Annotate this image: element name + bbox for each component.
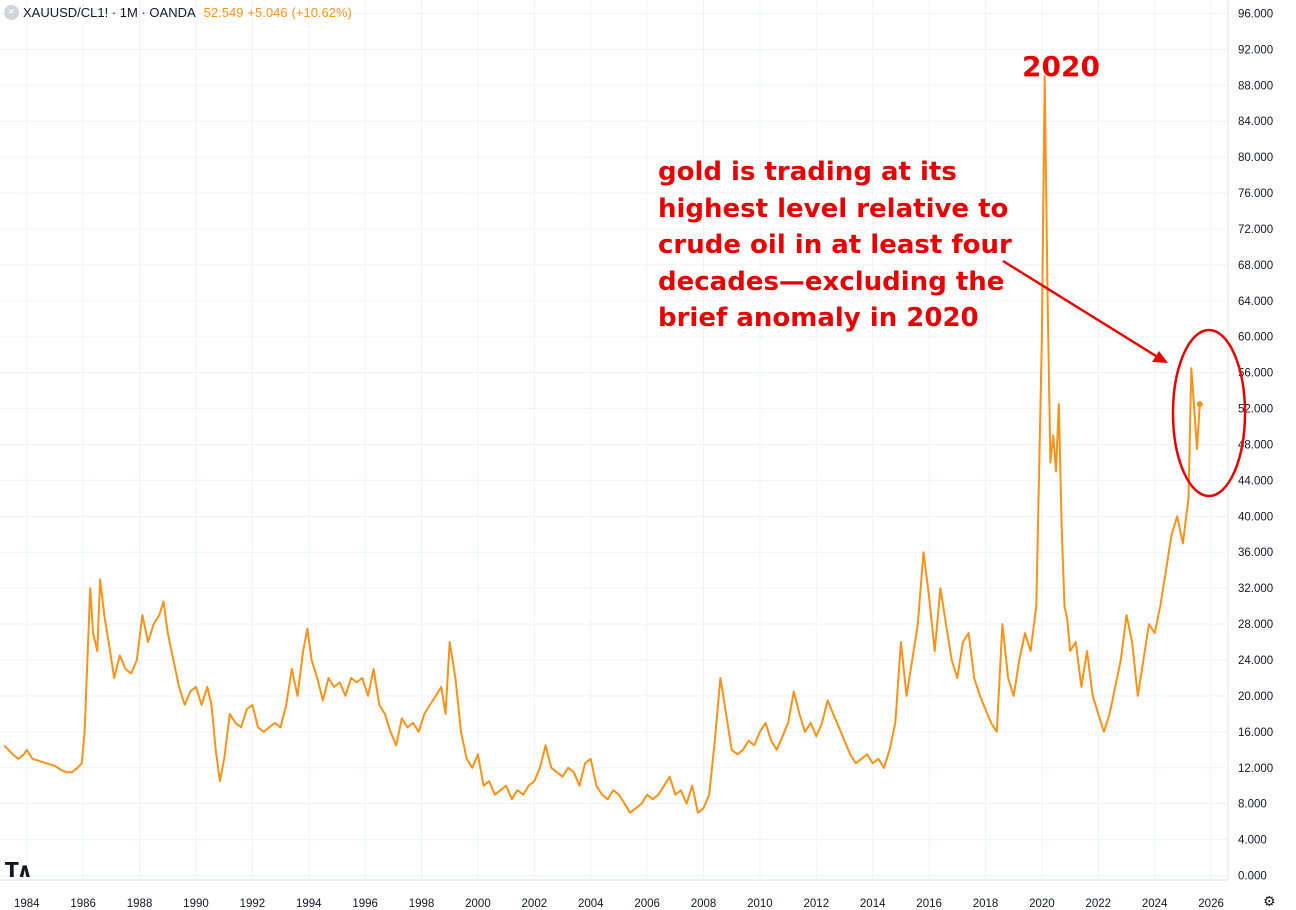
y-tick-label: 0.000 (1238, 871, 1267, 883)
y-tick-label: 84.000 (1238, 116, 1273, 128)
change-value: +5.046 (247, 4, 288, 20)
x-tick-label: 2000 (465, 898, 491, 910)
x-axis[interactable]: 1984 1986 1988 1990 1992 1994 1996 1998 2000 2002… (14, 898, 1224, 910)
x-tick-label: 2016 (916, 898, 942, 910)
x-tick-label: 2026 (1198, 898, 1224, 910)
y-tick-label: 60.000 (1238, 332, 1273, 344)
y-tick-label: 56.000 (1238, 368, 1273, 380)
y-tick-label: 52.000 (1238, 404, 1273, 416)
x-tick-label: 2020 (1029, 898, 1055, 910)
close-icon[interactable]: × (4, 4, 19, 20)
tradingview-logo[interactable]: T∧ (5, 858, 33, 882)
y-tick-label: 40.000 (1238, 511, 1273, 523)
y-tick-label: 36.000 (1238, 547, 1273, 559)
y-tick-label: 32.000 (1238, 583, 1273, 595)
series-layer (3, 75, 1203, 814)
annotation-peak-label: 2020 (1022, 50, 1100, 83)
x-tick-label: 1992 (240, 898, 266, 910)
annotation-arrow-line (1002, 259, 1157, 358)
gear-icon[interactable]: ⚙ (1263, 893, 1276, 909)
x-tick-label: 2002 (522, 898, 548, 910)
symbol-label[interactable]: XAUUSD/CL1! · 1M · OANDA (23, 4, 196, 20)
x-tick-label: 2022 (1085, 898, 1111, 910)
y-tick-label: 76.000 (1238, 188, 1273, 200)
y-tick-label: 92.000 (1238, 44, 1273, 56)
y-tick-label: 44.000 (1238, 475, 1273, 487)
x-tick-label: 2012 (804, 898, 830, 910)
y-tick-label: 8.000 (1238, 799, 1267, 811)
x-tick-label: 2024 (1142, 898, 1168, 910)
last-value: 52.549 (203, 4, 244, 20)
x-tick-label: 1990 (183, 898, 209, 910)
annotation-overlay (1002, 259, 1247, 498)
y-tick-label: 48.000 (1238, 439, 1273, 451)
x-tick-label: 1994 (296, 898, 322, 910)
x-tick-label: 2018 (973, 898, 999, 910)
y-tick-label: 80.000 (1238, 152, 1273, 164)
y-tick-label: 16.000 (1238, 727, 1273, 739)
x-tick-label: 1988 (127, 898, 153, 910)
annotation-circle (1171, 328, 1247, 498)
y-tick-label: 88.000 (1238, 80, 1273, 92)
change-percent: (+10.62%) (291, 4, 352, 20)
annotation-arrow-head (1152, 351, 1168, 363)
y-tick-label: 68.000 (1238, 260, 1273, 272)
x-tick-label: 2010 (747, 898, 773, 910)
x-tick-label: 1984 (14, 898, 40, 910)
y-tick-label: 64.000 (1238, 296, 1273, 308)
y-tick-label: 20.000 (1238, 691, 1273, 703)
y-tick-label: 24.000 (1238, 655, 1273, 667)
x-tick-label: 2014 (860, 898, 886, 910)
x-tick-label: 1996 (352, 898, 378, 910)
x-tick-label: 1986 (70, 898, 96, 910)
y-axis[interactable]: 0.000 4.000 8.000 12.000 16.000 20.000 24.000 2… (1238, 8, 1273, 882)
annotation-text: gold is trading at its highest level rel… (658, 157, 1012, 333)
y-tick-label: 28.000 (1238, 619, 1273, 631)
last-price-dot (1196, 401, 1203, 408)
symbol-header: × XAUUSD/CL1! · 1M · OANDA 52.549 +5.046… (4, 3, 356, 21)
x-tick-label: 2004 (578, 898, 604, 910)
y-tick-label: 12.000 (1238, 763, 1273, 775)
y-tick-label: 96.000 (1238, 8, 1273, 20)
x-tick-label: 2008 (691, 898, 717, 910)
x-tick-label: 1998 (409, 898, 435, 910)
y-tick-label: 4.000 (1238, 835, 1267, 847)
x-tick-label: 2006 (634, 898, 660, 910)
y-tick-label: 72.000 (1238, 224, 1273, 236)
series-line (3, 75, 1201, 814)
